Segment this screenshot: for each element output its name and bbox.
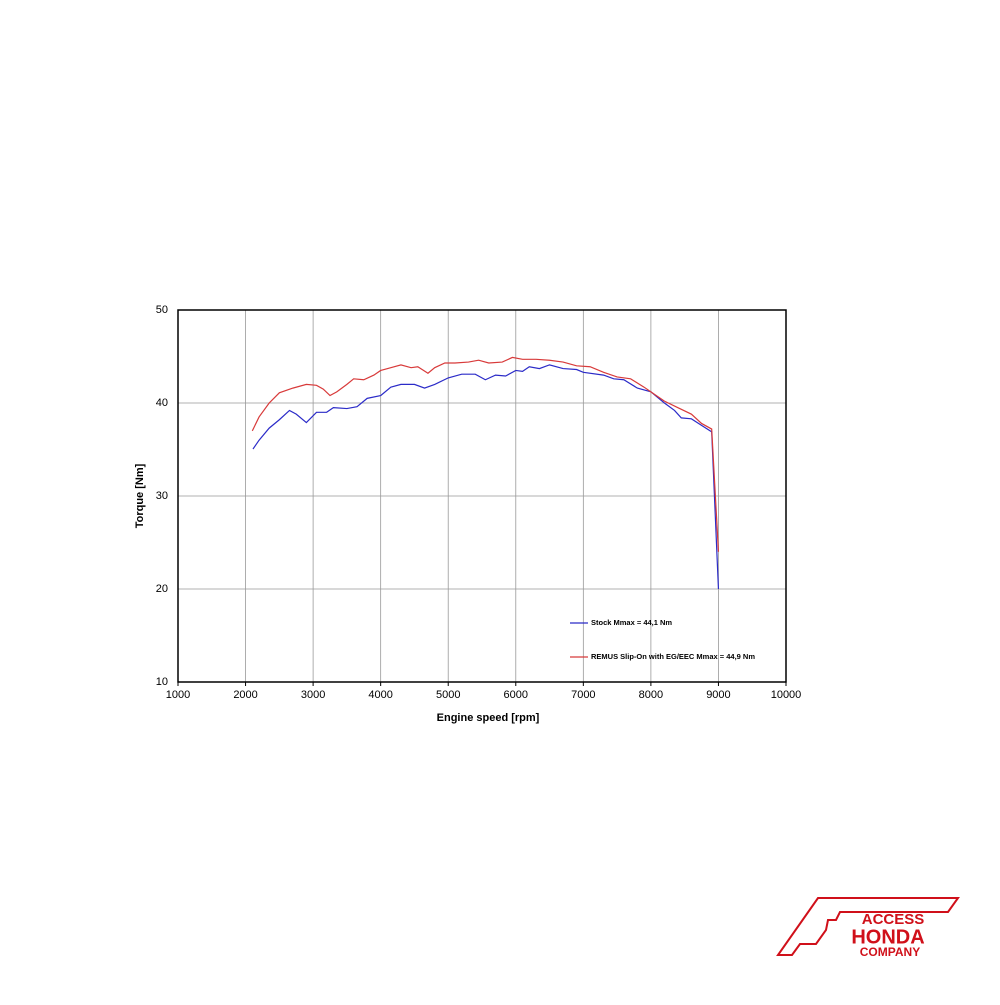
plot-frame xyxy=(177,309,787,683)
x-tick-label: 1000 xyxy=(166,689,190,701)
y-axis-label: Torque [Nm] xyxy=(134,463,146,528)
legend-label: Stock Mmax = 44,1 Nm xyxy=(591,618,672,627)
y-tick-label: 20 xyxy=(156,583,168,595)
x-tick-label: 2000 xyxy=(233,689,257,701)
logo-shape xyxy=(776,897,960,956)
y-tick-label: 10 xyxy=(156,676,168,688)
logo-text: HONDA xyxy=(851,926,924,948)
y-tick-label: 50 xyxy=(156,304,168,316)
x-tick-label: 4000 xyxy=(368,689,392,701)
x-tick-label: 5000 xyxy=(436,689,460,701)
x-tick-label: 10000 xyxy=(771,689,802,701)
x-tick-label: 6000 xyxy=(504,689,528,701)
x-tick-label: 9000 xyxy=(706,689,730,701)
x-axis-label: Engine speed [rpm] xyxy=(437,712,540,724)
logo-text: ACCESS xyxy=(862,911,925,928)
series-line xyxy=(251,356,720,552)
logo-text: COMPANY xyxy=(860,945,920,959)
x-tick-label: 8000 xyxy=(639,689,663,701)
x-tick-label: 3000 xyxy=(301,689,325,701)
y-tick-label: 30 xyxy=(156,490,168,502)
legend-label: REMUS Slip-On with EG/EEC Mmax = 44,9 Nm xyxy=(591,652,755,661)
y-tick-label: 40 xyxy=(156,397,168,409)
series-line xyxy=(252,364,720,590)
x-tick-label: 7000 xyxy=(571,689,595,701)
logo: ACCESS HONDA COMPANY xyxy=(776,897,960,959)
